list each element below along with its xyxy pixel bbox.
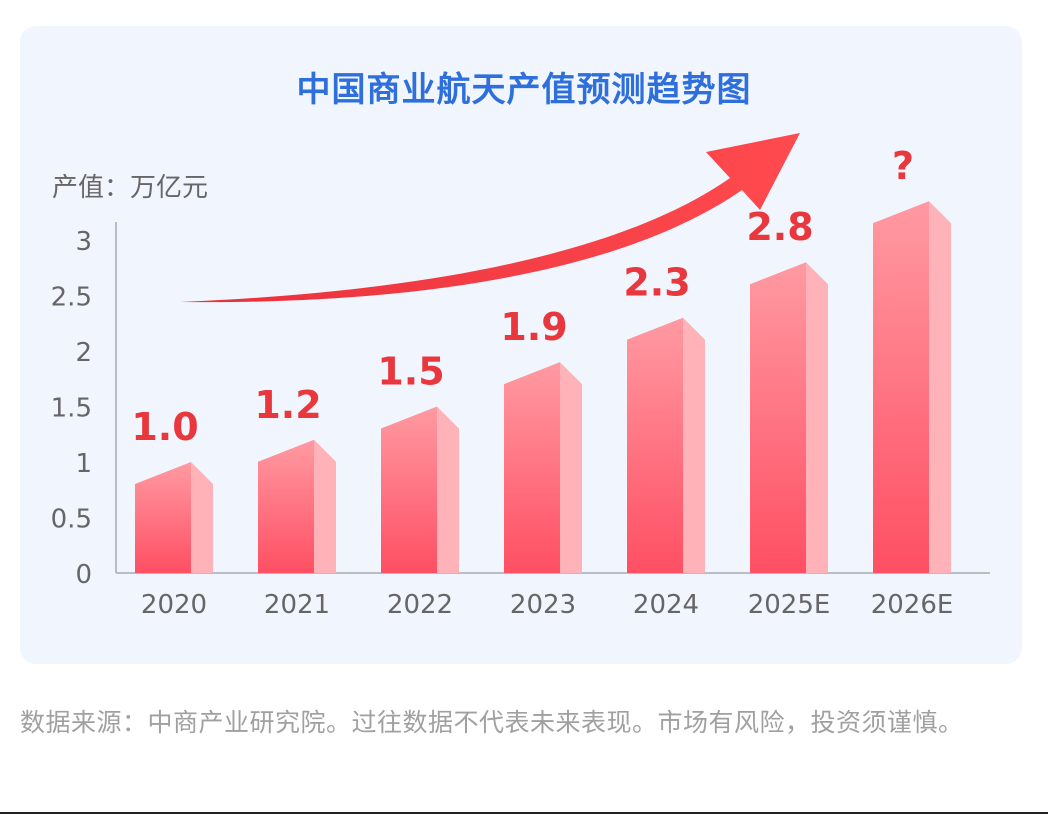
bar-side <box>191 462 213 573</box>
data-label: 2.3 <box>623 261 690 305</box>
data-label: 1.9 <box>500 305 567 349</box>
data-label: 1.2 <box>254 383 321 427</box>
data-label: ? <box>892 144 914 188</box>
bar-side <box>437 406 459 573</box>
source-note: 数据来源：中商产业研究院。过往数据不代表未来表现。市场有风险，投资须谨慎。 <box>20 708 964 737</box>
x-tick-label: 2022 <box>387 590 453 620</box>
y-tick-label: 2 <box>75 338 92 368</box>
bar-side <box>314 439 336 573</box>
bars-group: 1.0 1.2 1.5 1.9 2.3 2.8? <box>131 144 951 573</box>
x-tick-label: 2025E <box>748 590 831 620</box>
data-label: 1.5 <box>377 350 444 394</box>
bar <box>627 317 705 573</box>
x-tick-label: 2023 <box>510 590 576 620</box>
bar-front <box>258 439 314 573</box>
bar-front <box>504 362 560 573</box>
bar <box>750 262 828 573</box>
trend-arrow-shape <box>180 133 800 303</box>
bar-side <box>683 317 705 573</box>
data-label: 1.0 <box>131 405 198 449</box>
y-axis: 0 0.5 1 1.5 2 2.5 3 <box>51 222 990 590</box>
x-tick-label: 2021 <box>264 590 330 620</box>
bar <box>135 462 213 573</box>
y-tick-label: 0.5 <box>51 505 92 535</box>
y-tick-label: 0 <box>75 560 92 590</box>
bar-front <box>135 462 191 573</box>
bar-front <box>750 262 806 573</box>
chart-title: 中国商业航天产值预测趋势图 <box>296 70 752 110</box>
trend-arrow <box>180 133 800 303</box>
y-tick-label: 3 <box>75 227 92 257</box>
bar <box>381 406 459 573</box>
bar <box>504 362 582 573</box>
bar-front <box>627 317 683 573</box>
data-label: 2.8 <box>746 205 813 249</box>
x-tick-label: 2024 <box>633 590 699 620</box>
bar-chart: 产值：万亿元 0 0.5 1 1.5 2 2.5 3 1.0 1.2 1.5 1.9 2.3 2.8?… <box>51 133 990 620</box>
bar <box>873 201 951 573</box>
bar-side <box>806 262 828 573</box>
x-tick-label: 2026E <box>871 590 954 620</box>
bar-side <box>929 201 951 573</box>
x-axis: 2020 2021 2022 2023 2024 2025E 2026E <box>141 590 953 620</box>
bar-front <box>381 406 437 573</box>
bar-side <box>560 362 582 573</box>
y-tick-label: 2.5 <box>51 283 92 313</box>
y-tick-label: 1.5 <box>51 394 92 424</box>
y-tick-label: 1 <box>75 449 92 479</box>
bar <box>258 439 336 573</box>
bar-front <box>873 201 929 573</box>
y-axis-label: 产值：万亿元 <box>52 173 208 203</box>
bottom-divider <box>0 812 1048 814</box>
x-tick-label: 2020 <box>141 590 207 620</box>
